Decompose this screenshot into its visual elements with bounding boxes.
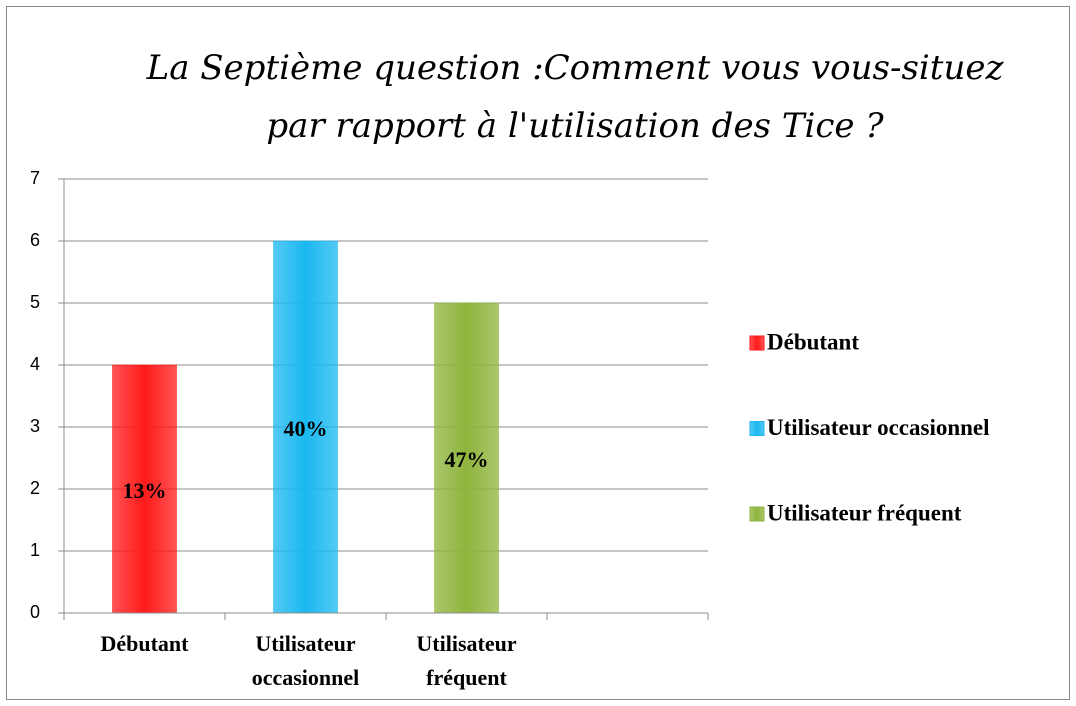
y-tick-label: 0 bbox=[30, 602, 40, 622]
bar-annotation: 13% bbox=[123, 478, 167, 503]
x-tick-label: Utilisateur occasionnel bbox=[252, 631, 360, 690]
y-tick-label: 1 bbox=[30, 540, 40, 560]
legend-swatch bbox=[749, 506, 765, 522]
legend-swatch bbox=[749, 335, 765, 351]
legend-label: Utilisateur occasionnel bbox=[767, 415, 990, 440]
bar-annotation: 40% bbox=[284, 416, 328, 441]
y-tick-label: 3 bbox=[30, 416, 40, 436]
legend-label: Utilisateur fréquent bbox=[767, 500, 962, 525]
legend-swatch bbox=[749, 421, 765, 436]
bar-annotation: 47% bbox=[445, 447, 489, 472]
x-tick-label: Utilisateur fréquent bbox=[416, 631, 516, 690]
x-tick-label: Débutant bbox=[100, 631, 189, 656]
y-tick-label: 7 bbox=[30, 168, 40, 188]
chart-title: par rapport à l'utilisation des Tice ? bbox=[266, 106, 884, 146]
legend-label: Débutant bbox=[767, 329, 859, 354]
chart-border bbox=[6, 6, 1070, 700]
chart-title: La Septième question :Comment vous vous-… bbox=[146, 48, 1005, 88]
y-tick-label: 4 bbox=[30, 354, 40, 374]
y-tick-label: 2 bbox=[30, 478, 40, 498]
bar bbox=[434, 302, 499, 614]
bar bbox=[273, 240, 338, 614]
y-tick-label: 6 bbox=[30, 230, 40, 250]
y-tick-label: 5 bbox=[30, 292, 40, 312]
